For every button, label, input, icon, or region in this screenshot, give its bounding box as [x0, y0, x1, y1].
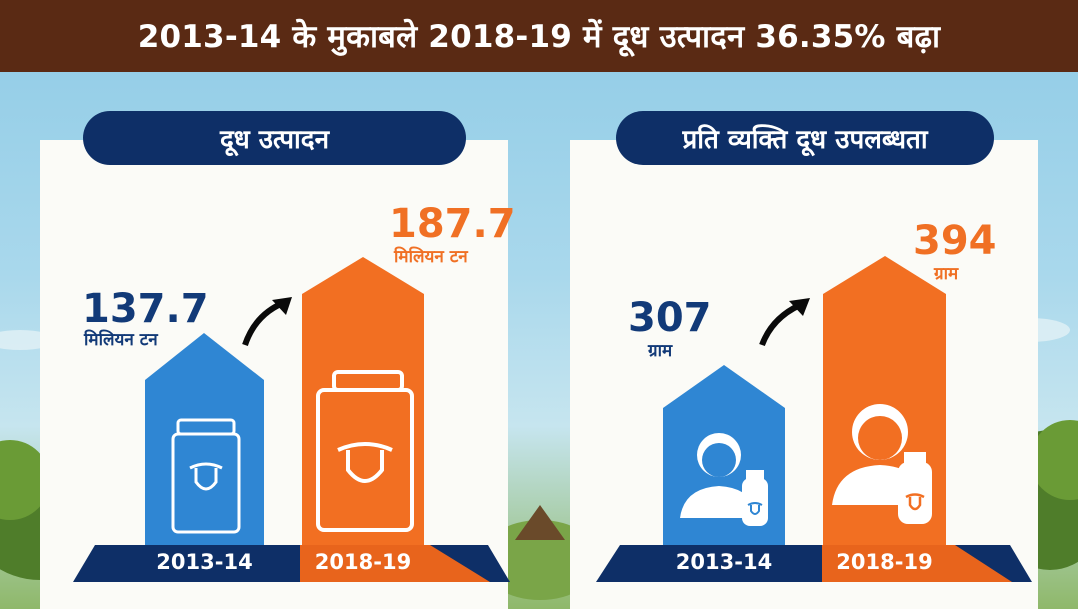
year-label-2018-19: 2018-19	[836, 550, 933, 574]
unit-label-2018-19: मिलियन टन	[394, 247, 468, 267]
per-capita-milk-title: प्रति व्यक्ति दूध उपलब्धता	[616, 111, 994, 165]
milk-carton-icon	[316, 370, 414, 532]
person-with-milk-bottle-icon	[832, 404, 932, 524]
year-label-2013-14: 2013-14	[156, 550, 253, 574]
year-ribbon-right-2018	[300, 545, 490, 582]
person-with-milk-bottle-icon	[680, 433, 768, 526]
unit-label-2013-14: मिलियन टन	[84, 330, 158, 350]
per-capita-milk-panel	[570, 140, 1038, 609]
year-ribbon-right-2018	[822, 545, 1012, 582]
milk-carton-icon	[171, 418, 241, 534]
milk-production-title: दूध उत्पादन	[83, 111, 466, 165]
growth-arrow-icon	[759, 302, 802, 347]
year-label-2018-19: 2018-19	[314, 550, 412, 574]
bar-2013-14	[145, 333, 264, 545]
value-label-2013-14: 307	[628, 295, 712, 341]
milk-production-panel	[40, 140, 508, 609]
value-label-2013-14: 137.7	[82, 286, 209, 332]
value-label-2018-19: 187.7	[389, 201, 516, 247]
value-label-2018-19: 394	[913, 218, 997, 264]
unit-label-2013-14: ग्राम	[648, 341, 673, 361]
bar-2018-19	[302, 257, 424, 545]
year-label-2013-14: 2013-14	[675, 550, 773, 574]
page-title: 2013-14 के मुकाबले 2018-19 में दूध उत्पा…	[0, 0, 1078, 72]
unit-label-2018-19: ग्राम	[934, 264, 959, 284]
